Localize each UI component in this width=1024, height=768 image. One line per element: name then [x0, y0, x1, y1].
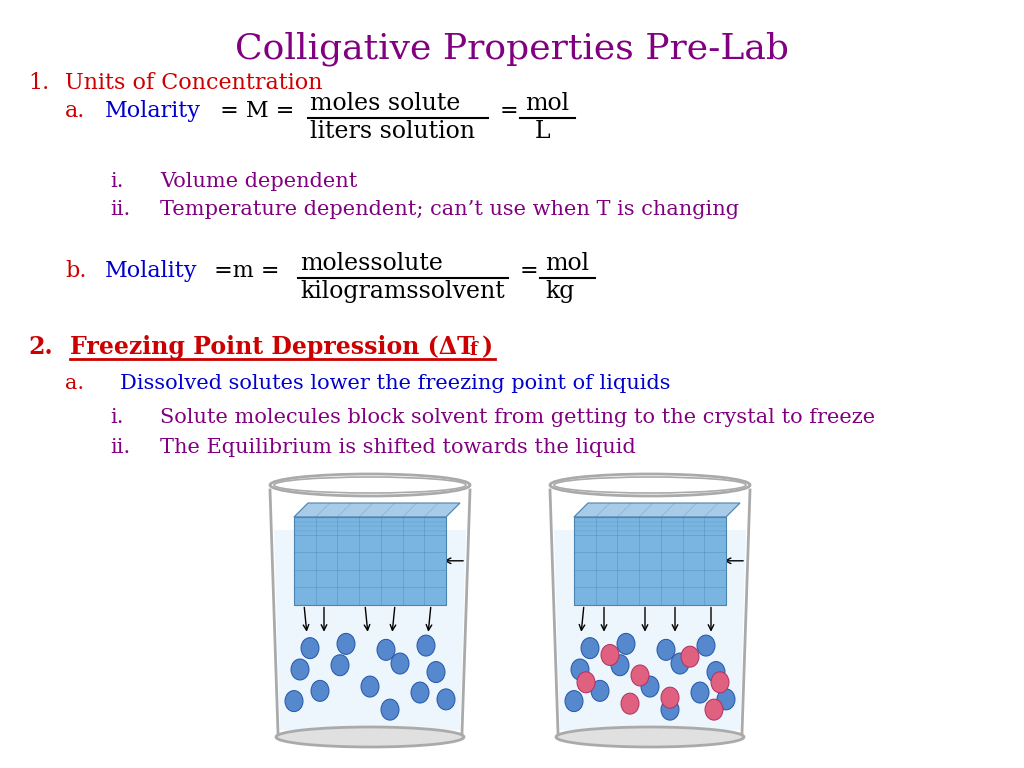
Ellipse shape: [591, 680, 609, 701]
Text: =: =: [500, 100, 518, 122]
Ellipse shape: [577, 672, 595, 693]
Polygon shape: [294, 503, 460, 517]
Text: Solute molecules block solvent from getting to the crystal to freeze: Solute molecules block solvent from gett…: [160, 408, 876, 427]
Text: = M =: = M =: [213, 100, 294, 122]
Ellipse shape: [565, 690, 583, 712]
Text: a.: a.: [65, 374, 84, 393]
Polygon shape: [274, 530, 466, 730]
Text: Dissolved solutes lower the freezing point of liquids: Dissolved solutes lower the freezing poi…: [120, 374, 671, 393]
Ellipse shape: [617, 634, 635, 654]
Ellipse shape: [621, 694, 639, 714]
Ellipse shape: [671, 653, 689, 674]
Text: a.: a.: [65, 100, 85, 122]
Text: mol: mol: [525, 92, 569, 115]
Ellipse shape: [391, 653, 409, 674]
Text: Molarity: Molarity: [105, 100, 201, 122]
Ellipse shape: [556, 727, 744, 747]
Text: 2.: 2.: [28, 335, 52, 359]
Text: kilogramssolvent: kilogramssolvent: [300, 280, 505, 303]
Ellipse shape: [417, 635, 435, 656]
Text: The Equilibrium is shifted towards the liquid: The Equilibrium is shifted towards the l…: [160, 438, 636, 457]
Text: Units of Concentration: Units of Concentration: [65, 72, 323, 94]
Text: Colligative Properties Pre-Lab: Colligative Properties Pre-Lab: [234, 32, 790, 67]
Ellipse shape: [662, 699, 679, 720]
Ellipse shape: [337, 634, 355, 654]
Text: ): ): [482, 335, 494, 359]
Text: Freezing Point Depression (ΔT: Freezing Point Depression (ΔT: [70, 335, 475, 359]
Text: Volume dependent: Volume dependent: [160, 172, 357, 191]
Ellipse shape: [611, 654, 629, 676]
Ellipse shape: [276, 727, 464, 747]
Ellipse shape: [581, 637, 599, 659]
Ellipse shape: [691, 682, 709, 703]
Ellipse shape: [291, 659, 309, 680]
Ellipse shape: [437, 689, 455, 710]
Ellipse shape: [285, 690, 303, 712]
Ellipse shape: [601, 644, 618, 665]
Ellipse shape: [381, 699, 399, 720]
Text: =m =: =m =: [207, 260, 280, 282]
Ellipse shape: [711, 672, 729, 693]
Text: i.: i.: [110, 172, 124, 191]
Polygon shape: [294, 517, 446, 604]
Ellipse shape: [697, 635, 715, 656]
Ellipse shape: [641, 676, 659, 697]
Text: kg: kg: [545, 280, 574, 303]
Text: moles solute: moles solute: [310, 92, 461, 115]
Polygon shape: [554, 530, 746, 730]
Text: L: L: [535, 120, 551, 143]
Text: molessolute: molessolute: [300, 252, 442, 275]
Ellipse shape: [631, 665, 649, 686]
Text: f: f: [470, 341, 478, 359]
Text: 1.: 1.: [28, 72, 49, 94]
Ellipse shape: [705, 699, 723, 720]
Text: ii.: ii.: [110, 438, 130, 457]
Ellipse shape: [411, 682, 429, 703]
Text: liters solution: liters solution: [310, 120, 475, 143]
Ellipse shape: [657, 639, 675, 660]
Ellipse shape: [681, 646, 699, 667]
Text: i.: i.: [110, 408, 124, 427]
Text: Molality: Molality: [105, 260, 198, 282]
Ellipse shape: [361, 676, 379, 697]
Ellipse shape: [707, 661, 725, 683]
Polygon shape: [574, 503, 740, 517]
Text: Temperature dependent; can’t use when T is changing: Temperature dependent; can’t use when T …: [160, 200, 739, 219]
Text: mol: mol: [545, 252, 589, 275]
Ellipse shape: [311, 680, 329, 701]
Text: =: =: [520, 260, 539, 282]
Ellipse shape: [301, 637, 319, 659]
Polygon shape: [574, 517, 726, 604]
Text: b.: b.: [65, 260, 86, 282]
Ellipse shape: [331, 654, 349, 676]
Ellipse shape: [427, 661, 445, 683]
Ellipse shape: [377, 639, 395, 660]
Text: ii.: ii.: [110, 200, 130, 219]
Ellipse shape: [717, 689, 735, 710]
Ellipse shape: [662, 687, 679, 708]
Ellipse shape: [571, 659, 589, 680]
